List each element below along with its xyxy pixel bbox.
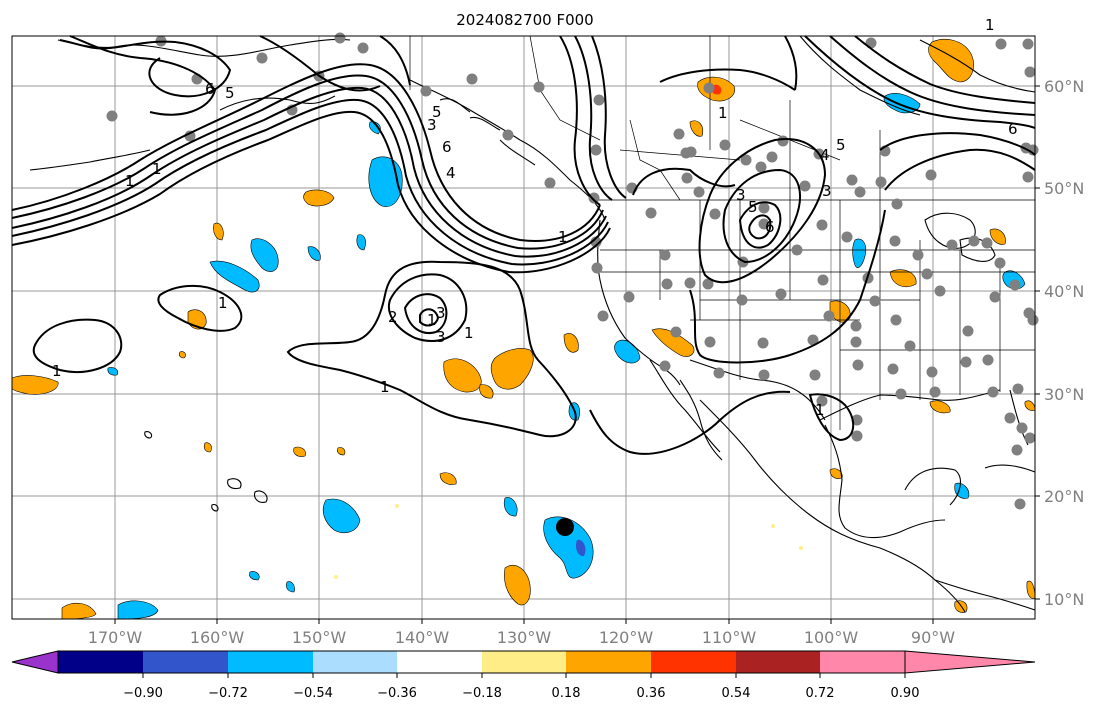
longitude-labels: 170°W 160°W 150°W 140°W 130°W 120°W 110°… <box>88 628 955 647</box>
contour-label: 6 <box>765 218 775 236</box>
strong-negative-core <box>575 539 586 557</box>
contour-label: 6 <box>1008 120 1018 138</box>
colorbar-label: −0.36 <box>377 686 417 701</box>
contour-label: 3 <box>436 304 446 322</box>
contour-label: 1 <box>52 362 62 380</box>
colorbar-segment <box>313 651 397 673</box>
contour-label: 1 <box>380 378 390 396</box>
height-contours <box>11 35 1036 455</box>
station-markers <box>106 32 1039 510</box>
lon-tick-label: 170°W <box>88 628 143 647</box>
contour-label: 4 <box>446 164 456 182</box>
contour-label: 1 <box>152 160 162 178</box>
lat-tick-label: 60°N <box>1044 77 1084 96</box>
contour-label: 5 <box>748 198 758 216</box>
colorbar-extend-low <box>11 650 59 674</box>
contour-label: 1 <box>125 172 135 190</box>
lon-tick-label: 90°W <box>911 628 955 647</box>
lat-tick-label: 30°N <box>1044 385 1084 404</box>
contour-label: 3 <box>427 116 437 134</box>
colorbar-label: −0.18 <box>462 686 502 701</box>
contour-labels: 6 5 1 1 3 5 6 4 1 3 2 1 1 3 1 1 1 3 5 6 … <box>52 16 1018 419</box>
lon-tick-label: 150°W <box>292 628 347 647</box>
map-title: 2024082700 F000 <box>456 11 593 29</box>
lon-tick-label: 140°W <box>395 628 450 647</box>
colorbar-segment <box>736 651 820 673</box>
contour-label: 1 <box>427 311 437 329</box>
colorbar-segment <box>482 651 566 673</box>
contour-label: 1 <box>558 228 568 246</box>
contour-label: 3 <box>822 182 832 200</box>
contour-label: 1 <box>218 294 228 312</box>
colorbar-label: 0.18 <box>552 686 581 701</box>
negative-anomaly-patches <box>107 93 1026 620</box>
colorbar-label: −0.90 <box>123 686 163 701</box>
lon-tick-label: 160°W <box>190 628 245 647</box>
colorbar-segment <box>228 651 313 673</box>
contour-label: 1 <box>815 401 825 419</box>
contour-label: 5 <box>225 84 235 102</box>
colorbar-extend-high <box>904 650 1036 674</box>
contour-label: 2 <box>388 308 398 326</box>
colorbar-segment <box>397 651 482 673</box>
contour-label: 1 <box>464 324 474 342</box>
lon-tick-label: 130°W <box>497 628 552 647</box>
lon-tick-label: 100°W <box>804 628 859 647</box>
colorbar-segment <box>143 651 228 673</box>
colorbar-label: −0.54 <box>293 686 333 701</box>
contour-label: 1 <box>718 104 728 122</box>
contour-label: 3 <box>736 186 746 204</box>
map-panel: 6 5 1 1 3 5 6 4 1 3 2 1 1 3 1 1 1 3 5 6 … <box>11 16 1039 620</box>
colorbar-segment <box>820 651 905 673</box>
lat-tick-label: 40°N <box>1044 282 1084 301</box>
contour-label: 6 <box>205 80 215 98</box>
latitude-labels: 60°N 50°N 40°N 30°N 20°N 10°N <box>1044 77 1084 609</box>
colorbar-label: 0.90 <box>891 686 920 701</box>
lat-tick-label: 10°N <box>1044 590 1084 609</box>
contour-label: 4 <box>820 146 830 164</box>
colorbar-segment <box>651 651 736 673</box>
colorbar-segment <box>566 651 651 673</box>
lon-tick-label: 120°W <box>599 628 654 647</box>
colorbar-label: −0.72 <box>208 686 248 701</box>
colorbar-segment <box>58 651 143 673</box>
contour-label: 3 <box>436 328 446 346</box>
tick-marks <box>114 85 1040 624</box>
storm-center-marker-icon <box>556 518 574 536</box>
colorbar-label: 0.36 <box>637 686 666 701</box>
colorbar-label: 0.54 <box>722 686 751 701</box>
colorbar-label: 0.72 <box>806 686 835 701</box>
lat-tick-label: 20°N <box>1044 487 1084 506</box>
contour-label: 1 <box>985 16 995 34</box>
positive-anomaly-patches <box>11 39 1036 620</box>
contour-label: 5 <box>432 103 442 121</box>
lat-tick-label: 50°N <box>1044 179 1084 198</box>
weak-positive-patches <box>334 504 803 579</box>
contour-label: 6 <box>442 138 452 156</box>
contour-label: 5 <box>836 136 846 154</box>
lon-tick-label: 110°W <box>702 628 757 647</box>
colorbar: −0.90 −0.72 −0.54 −0.36 −0.18 0.18 0.36 … <box>11 650 1036 701</box>
